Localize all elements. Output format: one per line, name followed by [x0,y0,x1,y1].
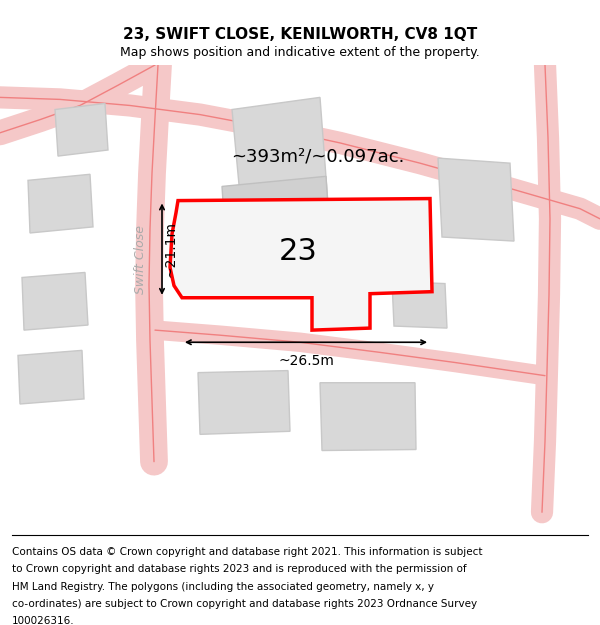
Polygon shape [232,98,328,217]
Text: to Crown copyright and database rights 2023 and is reproduced with the permissio: to Crown copyright and database rights 2… [12,564,467,574]
Text: Contains OS data © Crown copyright and database right 2021. This information is : Contains OS data © Crown copyright and d… [12,548,482,558]
Text: co-ordinates) are subject to Crown copyright and database rights 2023 Ordnance S: co-ordinates) are subject to Crown copyr… [12,599,477,609]
Polygon shape [22,272,88,330]
Polygon shape [320,382,416,451]
Polygon shape [198,371,290,434]
Text: HM Land Registry. The polygons (including the associated geometry, namely x, y: HM Land Registry. The polygons (includin… [12,581,434,591]
Text: 100026316.: 100026316. [12,616,74,625]
Text: ~26.5m: ~26.5m [278,354,334,368]
Polygon shape [438,158,514,241]
Polygon shape [222,176,332,281]
Text: ~393m²/~0.097ac.: ~393m²/~0.097ac. [232,147,404,165]
Polygon shape [392,281,447,328]
Text: Map shows position and indicative extent of the property.: Map shows position and indicative extent… [120,46,480,59]
Text: Swift Close: Swift Close [133,225,146,294]
Polygon shape [55,104,108,156]
Polygon shape [28,174,93,233]
Text: 23: 23 [278,237,317,266]
Text: 23, SWIFT CLOSE, KENILWORTH, CV8 1QT: 23, SWIFT CLOSE, KENILWORTH, CV8 1QT [123,27,477,42]
Text: ~21.1m: ~21.1m [164,221,178,277]
Polygon shape [170,199,432,330]
Polygon shape [18,351,84,404]
